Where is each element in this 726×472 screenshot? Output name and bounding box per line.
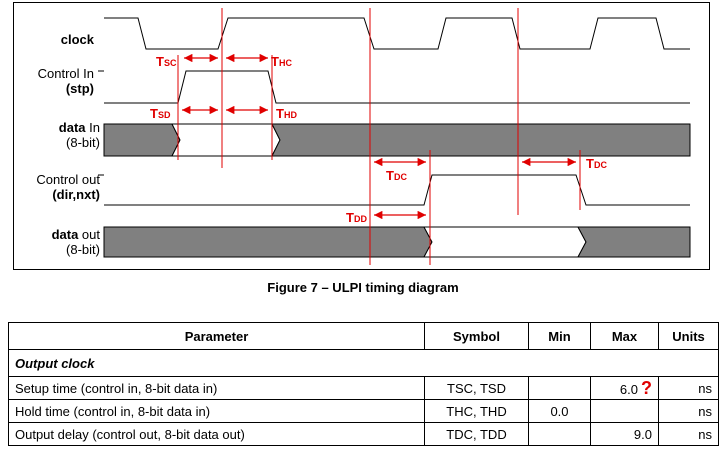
min-cell xyxy=(528,376,591,400)
data-in-bus-right xyxy=(271,123,691,157)
parameter-cell: Output delay (control out, 8-bit data ou… xyxy=(8,422,425,446)
data-in-bus-left xyxy=(103,123,181,157)
reference-lines xyxy=(177,8,581,265)
figure-caption: Figure 7 – ULPI timing diagram xyxy=(267,280,459,295)
table-row: Hold time (control in, 8-bit data in) TH… xyxy=(8,399,719,423)
tdd-label: TDD xyxy=(346,210,367,225)
units-cell: ns xyxy=(658,422,719,446)
header-parameter: Parameter xyxy=(8,322,425,350)
table-header-row: Parameter Symbol Min Max Units xyxy=(8,322,719,350)
units-cell: ns xyxy=(658,376,719,400)
max-cell: 9.0 xyxy=(590,422,659,446)
header-max: Max xyxy=(590,322,659,350)
timing-diagram-frame xyxy=(13,2,710,270)
header-symbol: Symbol xyxy=(424,322,529,350)
data-in-label: data In (8-bit) xyxy=(58,120,100,150)
timing-arrows xyxy=(182,53,576,220)
tdc1-label: TDC xyxy=(386,168,407,183)
header-units: Units xyxy=(658,322,719,350)
timing-spec-table: Parameter Symbol Min Max Units Output cl… xyxy=(8,322,719,446)
question-flag-icon: ? xyxy=(641,377,652,398)
data-out-label: data out (8-bit) xyxy=(51,227,100,257)
min-cell: 0.0 xyxy=(528,399,591,423)
control-out-label: Control out (dir,nxt) xyxy=(36,172,100,202)
symbol-cell: TSC, TSD xyxy=(424,376,529,400)
header-min: Min xyxy=(528,322,591,350)
parameter-cell: Hold time (control in, 8-bit data in) xyxy=(8,399,425,423)
section-title: Output clock xyxy=(8,349,719,377)
thd-label: THD xyxy=(276,106,297,121)
timing-diagram: TSC THC TSD THD TDC TDC TDD xyxy=(98,8,691,265)
symbol-cell: THC, THD xyxy=(424,399,529,423)
max-cell: 6.0? xyxy=(590,376,659,400)
control-in-waveform xyxy=(104,70,690,104)
tsc-label: TSC xyxy=(156,54,177,69)
data-out-bus-right xyxy=(577,226,691,258)
symbol-cell: TDC, TDD xyxy=(424,422,529,446)
signal-tick-marks xyxy=(98,70,104,176)
tdc2-label: TDC xyxy=(586,156,607,171)
clock-label: clock xyxy=(60,32,94,47)
units-cell: ns xyxy=(658,399,719,423)
min-cell xyxy=(528,422,591,446)
table-row: Setup time (control in, 8-bit data in) T… xyxy=(8,376,719,400)
max-cell xyxy=(590,399,659,423)
clock-waveform xyxy=(104,17,690,50)
control-out-waveform xyxy=(104,174,690,206)
data-out-bus-left xyxy=(103,226,433,258)
thc-label: THC xyxy=(271,54,292,69)
data-out-bus-window xyxy=(423,226,587,258)
parameter-cell: Setup time (control in, 8-bit data in) xyxy=(8,376,425,400)
tsd-label: TSD xyxy=(150,106,171,121)
timing-labels: TSC THC TSD THD TDC TDC TDD xyxy=(150,54,607,225)
section-row: Output clock xyxy=(8,349,719,377)
data-in-bus-window xyxy=(171,123,281,157)
table-row: Output delay (control out, 8-bit data ou… xyxy=(8,422,719,446)
control-in-label: Control In (stp) xyxy=(37,66,94,96)
